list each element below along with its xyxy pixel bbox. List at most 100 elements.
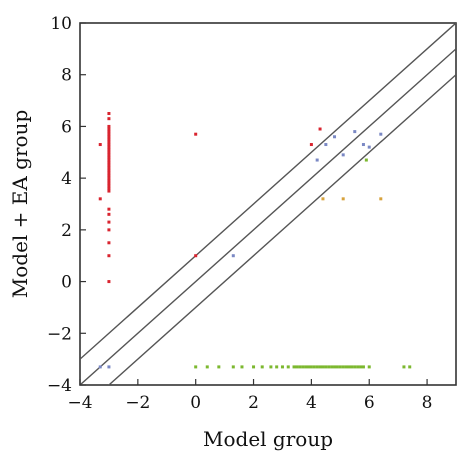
reference-line-2 [80,48,456,385]
data-point-red [107,176,111,180]
data-point-green [344,365,348,369]
data-point-green [356,365,360,369]
data-point-blue [379,132,383,136]
data-point-red [194,254,198,258]
data-point-red [107,130,111,134]
data-point-red [107,207,111,211]
data-point-green [364,158,368,162]
y-tick-label: −4 [47,376,72,396]
data-point-red [318,127,322,131]
data-point-green [324,365,328,369]
data-point-red [98,143,102,147]
data-point-green [205,365,209,369]
data-point-green [338,365,342,369]
data-point-red [107,280,111,284]
data-point-green [275,365,279,369]
data-point-green [298,365,302,369]
data-point-orange [321,197,325,201]
data-point-green [309,365,313,369]
data-point-red [107,117,111,121]
data-point-green [194,365,198,369]
data-point-red [107,161,111,165]
data-point-green [408,365,412,369]
data-point-green [252,365,256,369]
x-tick-label: 2 [248,393,259,413]
y-tick-label: 4 [61,169,72,189]
data-point-red [194,132,198,136]
data-point-green [292,365,296,369]
data-point-blue [333,135,337,139]
data-point-red [107,189,111,193]
data-point-red [107,112,111,115]
data-point-green [286,365,290,369]
data-point-green [327,365,331,369]
data-point-green [333,365,337,369]
data-point-red [107,140,111,144]
data-point-red [107,212,111,216]
data-point-green [240,365,244,369]
data-point-orange [379,197,383,201]
x-tick-label: −4 [67,393,92,413]
data-point-red [107,148,111,152]
data-point-green [318,365,322,369]
data-point-green [402,365,406,369]
data-point-blue [341,153,345,157]
data-point-red [107,155,111,159]
y-tick-label: 6 [61,117,72,137]
data-point-red [107,166,111,170]
data-point-green [301,365,305,369]
data-point-red [107,145,111,149]
data-point-green [231,365,235,369]
data-point-red [107,163,111,167]
data-point-green [335,365,339,369]
x-tick-label: 4 [306,393,317,413]
plot-frame [79,22,457,386]
data-point-red [107,135,111,139]
data-point-green [304,365,308,369]
x-tick-label: 8 [422,393,433,413]
data-point-red [107,179,111,183]
data-point-red [107,124,111,128]
data-point-red [107,241,111,245]
data-point-red [107,254,111,258]
data-point-green [341,365,345,369]
data-point-red [107,168,111,172]
data-point-green [295,365,299,369]
data-point-green [359,365,363,369]
y-axis-label: Model + EA group [8,110,32,299]
data-point-green [306,365,310,369]
y-tick-label: 8 [61,66,72,86]
y-tick-label: −2 [47,324,72,344]
y-tick-label: 0 [61,273,72,293]
x-tick-label: 0 [190,393,201,413]
data-point-red [107,132,111,136]
data-point-green [353,365,357,369]
data-point-blue [353,130,357,134]
y-tick-label: 10 [50,14,72,34]
data-point-blue [361,143,365,147]
data-point-red [107,228,111,232]
data-point-red [107,174,111,178]
data-point-green [350,365,354,369]
data-point-green [312,365,316,369]
data-point-blue [231,254,235,258]
data-point-red [107,220,111,224]
data-point-red [107,150,111,154]
reference-line-3 [107,74,456,385]
data-point-green [280,365,284,369]
data-point-green [260,365,264,369]
x-tick-label: 6 [364,393,375,413]
data-point-blue [367,145,371,149]
data-point-green [217,365,221,369]
x-axis-label: Model group [203,427,333,451]
data-point-green [347,365,351,369]
data-point-red [107,137,111,141]
data-point-red [107,143,111,147]
data-point-green [330,365,334,369]
data-point-red [107,127,111,131]
x-tick-label: −2 [125,393,150,413]
data-point-red [107,186,111,190]
data-point-blue [324,143,328,147]
data-point-red [107,181,111,185]
